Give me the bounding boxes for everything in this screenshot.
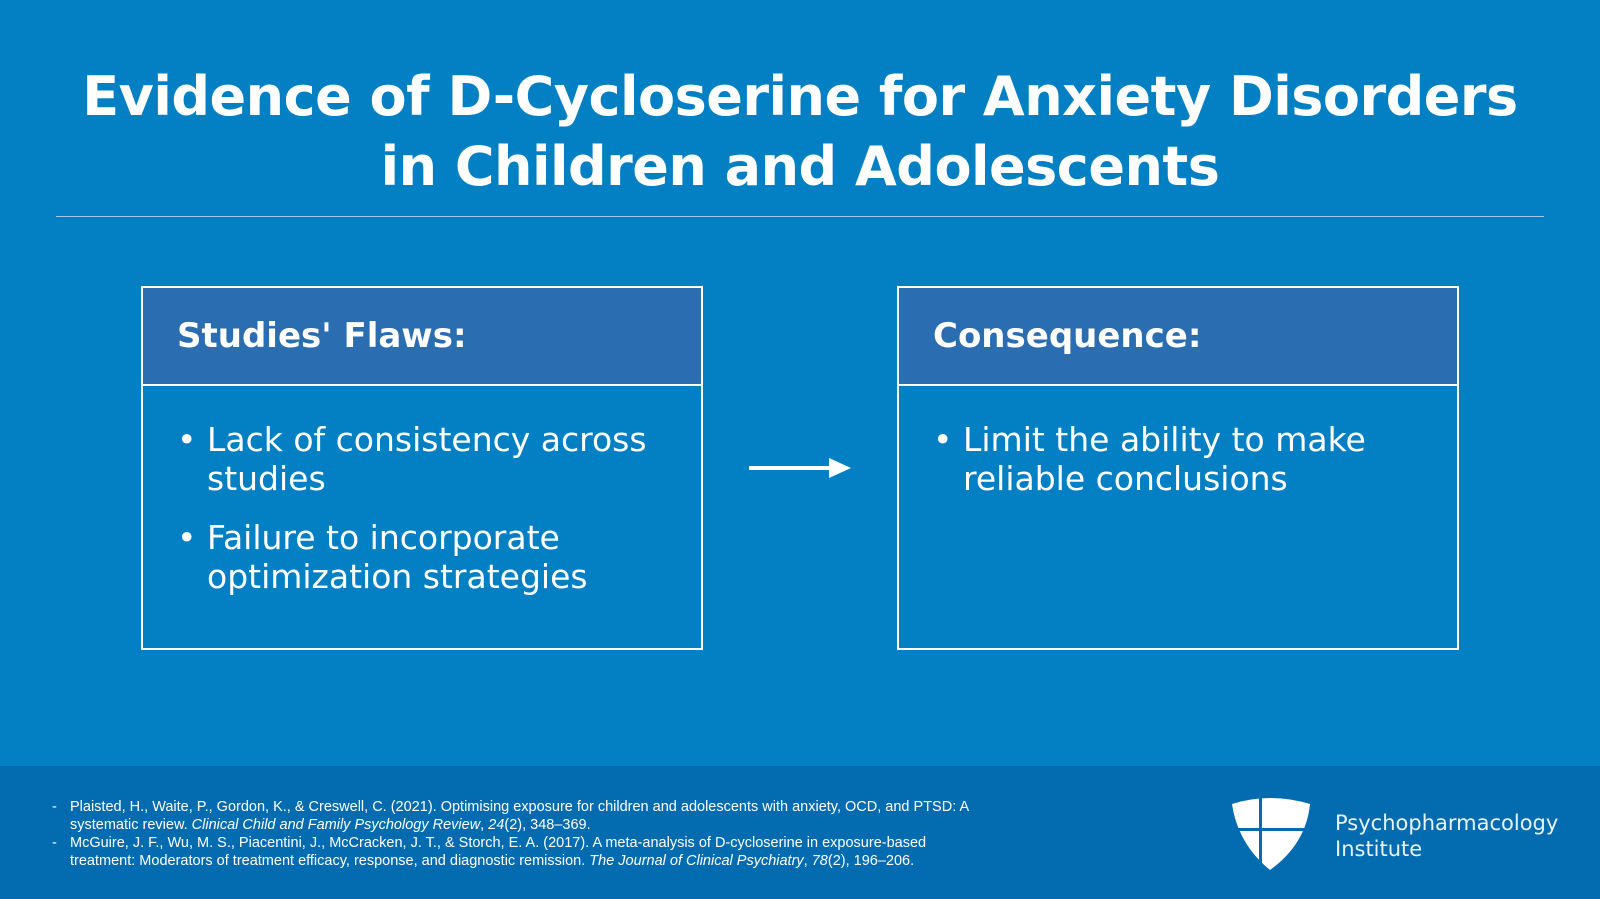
volume: 24	[488, 817, 505, 833]
list-item: • Limit the ability to make reliable conc…	[933, 420, 1366, 498]
shield-logo-icon	[1232, 796, 1310, 870]
brand-line-1: Psychopharmacology	[1335, 811, 1559, 835]
pages: (2), 348–369.	[504, 817, 591, 833]
list-item: • Lack of consistency across studies	[177, 420, 647, 498]
studies-flaws-box: Studies' Flaws: • Lack of consistency acr…	[141, 286, 703, 650]
sep: ,	[480, 817, 489, 833]
volume: 78	[811, 853, 828, 869]
list-item: • Failure to incorporate optimization str…	[177, 518, 588, 596]
journal: The Journal of Clinical Psychiatry	[589, 853, 804, 869]
item-text: Lack of consistency across studies	[207, 420, 647, 498]
ref-text: Plaisted, H., Waite, P., Gordon, K., & C…	[70, 799, 969, 833]
brand-line-2: Institute	[1335, 837, 1423, 861]
title-line-2: in Children and Adolescents	[380, 135, 1220, 198]
sep: ,	[803, 853, 812, 869]
divider	[56, 216, 1544, 217]
slide-title: Evidence of D-Cycloserine for Anxiety Di…	[0, 62, 1600, 202]
journal: Clinical Child and Family Psychology Rev…	[191, 817, 481, 833]
arrow-right-icon	[749, 458, 851, 478]
pages: (2), 196–206.	[827, 853, 915, 869]
bullet: -	[52, 799, 57, 815]
item-text: Failure to incorporate optimization stra…	[207, 518, 588, 596]
consequence-box: Consequence: • Limit the ability to make …	[897, 286, 1459, 650]
box-heading: Studies' Flaws:	[143, 288, 701, 386]
reference-item: - Plaisted, H., Waite, P., Gordon, K., & …	[52, 798, 972, 834]
reference-item: - McGuire, J. F., Wu, M. S., Piacentini, …	[52, 834, 972, 870]
footer: - Plaisted, H., Waite, P., Gordon, K., & …	[0, 766, 1600, 899]
title-line-1: Evidence of D-Cycloserine for Anxiety Di…	[82, 65, 1518, 128]
brand-name: Psychopharmacology Institute	[1335, 810, 1558, 862]
box-heading: Consequence:	[899, 288, 1457, 386]
ref-text: McGuire, J. F., Wu, M. S., Piacentini, J…	[70, 835, 927, 869]
bullet: -	[52, 835, 57, 851]
item-text: Limit the ability to make reliable concl…	[963, 420, 1366, 498]
references: - Plaisted, H., Waite, P., Gordon, K., & …	[52, 798, 972, 870]
